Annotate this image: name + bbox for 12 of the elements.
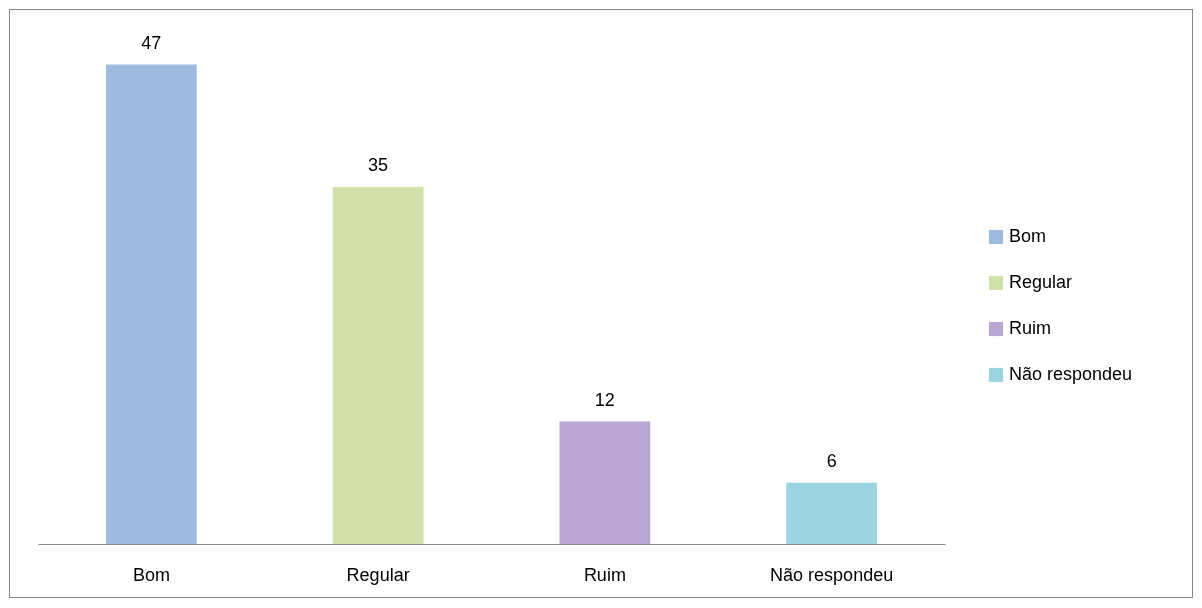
x-tick-label: Regular [346, 564, 410, 585]
legend-label: Bom [1009, 226, 1047, 246]
legend-label: Ruim [1009, 318, 1052, 338]
legend-label: Não respondeu [1009, 364, 1133, 384]
legend-label: Regular [1009, 272, 1073, 292]
x-tick-label: Bom [132, 564, 170, 585]
data-label: 47 [141, 32, 162, 53]
data-label: 6 [826, 450, 837, 471]
data-label: 12 [594, 389, 615, 410]
x-tick-label: Não respondeu [770, 564, 894, 585]
data-label: 35 [368, 155, 389, 175]
x-tick-label: Ruim [583, 564, 626, 585]
